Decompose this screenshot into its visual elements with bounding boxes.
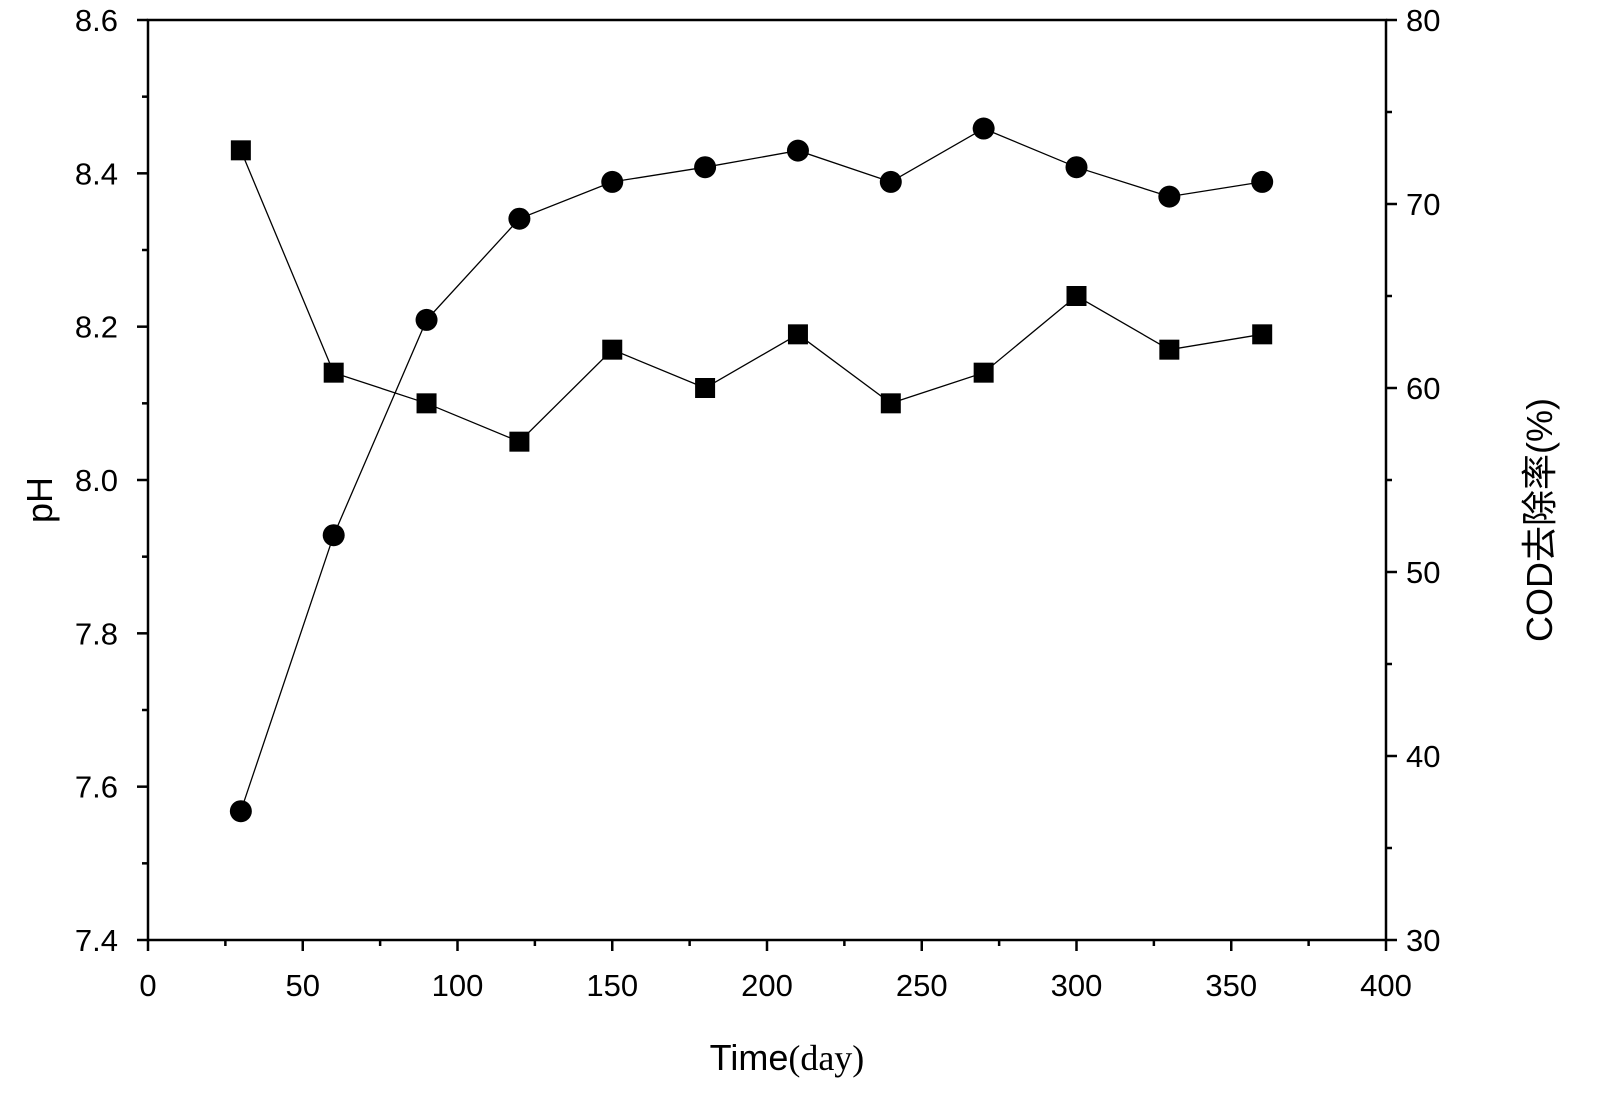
x-tick-label: 100 (432, 968, 484, 1003)
data-point-circle (322, 524, 345, 547)
y-right-tick-label: 70 (1406, 187, 1440, 222)
data-point-circle (1251, 170, 1274, 193)
data-point-circle (415, 308, 438, 331)
x-axis-title-unit: (day) (788, 1038, 864, 1078)
data-point-square (602, 339, 623, 360)
y-axis-left-title: pH (19, 477, 60, 523)
data-point-circle (508, 207, 531, 230)
x-tick-label: 400 (1360, 968, 1412, 1003)
data-point-circle (229, 800, 252, 823)
x-tick-label: 0 (139, 968, 156, 1003)
y-right-tick-label: 60 (1406, 371, 1440, 406)
data-point-square (509, 431, 530, 452)
plot-frame (146, 18, 1388, 942)
y-right-tick-label: 50 (1406, 555, 1440, 590)
x-tick-label: 200 (741, 968, 793, 1003)
x-tick-label: 50 (286, 968, 320, 1003)
x-tick-label: 150 (586, 968, 638, 1003)
markers (229, 117, 1274, 823)
data-point-square (787, 324, 808, 345)
data-point-square (1252, 324, 1273, 345)
data-point-square (880, 393, 901, 414)
y-left-tick-label: 7.8 (75, 616, 118, 651)
x-tick-label: 250 (896, 968, 948, 1003)
data-point-circle (972, 117, 995, 140)
y-left-tick-label: 8.4 (75, 156, 118, 191)
series-circle-line (240, 127, 1263, 812)
x-axis-title: Time(day) (710, 1037, 865, 1078)
data-point-circle (879, 170, 902, 193)
data-point-circle (786, 139, 809, 162)
y-right-tick-label: 30 (1406, 923, 1440, 958)
data-point-circle (1158, 185, 1181, 208)
y-right-tick-label: 80 (1406, 3, 1440, 38)
data-point-square (230, 140, 251, 161)
data-point-circle (1065, 156, 1088, 179)
data-point-circle (601, 170, 624, 193)
y-axis-right-title: COD去除率(%) (1519, 398, 1560, 642)
data-point-square (1159, 339, 1180, 360)
y-left-tick-label: 8.2 (75, 310, 118, 345)
data-point-square (695, 378, 716, 398)
y-left-tick-label: 8.6 (75, 3, 118, 38)
x-tick-label: 350 (1205, 968, 1257, 1003)
y-left-tick-label: 7.4 (75, 923, 118, 958)
data-point-square (416, 393, 437, 414)
y-right-tick-label: 40 (1406, 739, 1440, 774)
data-point-square (323, 362, 344, 383)
data-point-circle (694, 156, 717, 179)
series-lines (240, 127, 1263, 812)
axes: 0 50 100 150 200 250 300 350 400 7.4 7.6 7.8 8.0 8.2 8… (75, 3, 1441, 1003)
data-point-square (973, 362, 994, 383)
data-point-square (1066, 286, 1087, 306)
x-axis-title-main: Time (710, 1037, 789, 1078)
x-tick-label: 300 (1051, 968, 1103, 1003)
series-square-line (240, 150, 1263, 443)
y-left-tick-label: 8.0 (75, 463, 118, 498)
y-left-tick-label: 7.6 (75, 770, 118, 805)
